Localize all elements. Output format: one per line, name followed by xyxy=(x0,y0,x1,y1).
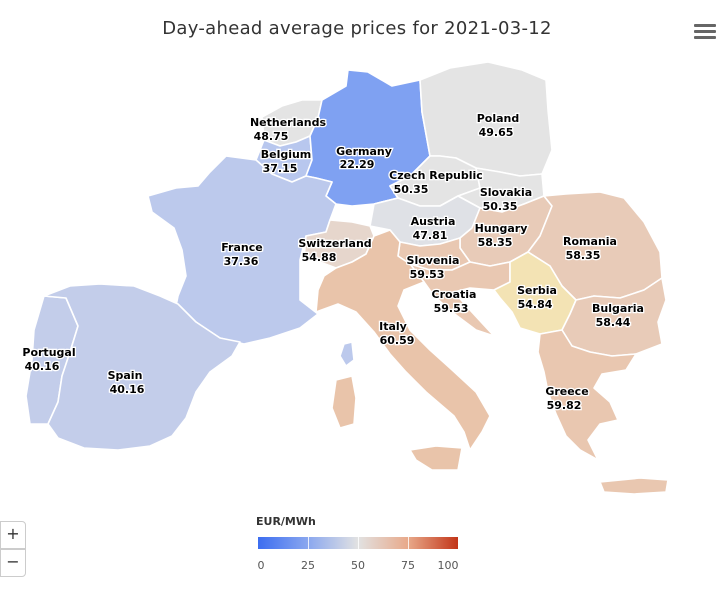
zoom-out-button[interactable]: − xyxy=(0,549,26,577)
legend-label-75: 75 xyxy=(401,559,415,572)
country-greece-crete[interactable] xyxy=(599,477,669,495)
country-france-corsica[interactable] xyxy=(339,341,355,367)
legend-tick-mark xyxy=(408,537,409,549)
legend-title: EUR/MWh xyxy=(256,515,316,528)
country-croatia[interactable] xyxy=(409,261,511,337)
legend-tick-mark xyxy=(358,537,359,549)
legend-label-100: 100 xyxy=(437,559,459,572)
country-greece[interactable] xyxy=(537,329,637,461)
legend-label-25: 25 xyxy=(301,559,315,572)
zoom-in-button[interactable]: + xyxy=(0,521,26,549)
country-spain[interactable] xyxy=(43,283,241,451)
country-italy-sicily[interactable] xyxy=(409,445,463,471)
hamburger-menu-icon[interactable] xyxy=(694,24,716,42)
country-france[interactable] xyxy=(147,155,337,345)
legend-label-0: 0 xyxy=(257,559,265,572)
legend-label-50: 50 xyxy=(351,559,365,572)
country-italy-sardinia[interactable] xyxy=(331,375,357,429)
country-italy[interactable] xyxy=(315,229,491,451)
map-title: Day-ahead average prices for 2021-03-12 xyxy=(162,18,552,39)
legend-tick-mark xyxy=(308,537,309,549)
